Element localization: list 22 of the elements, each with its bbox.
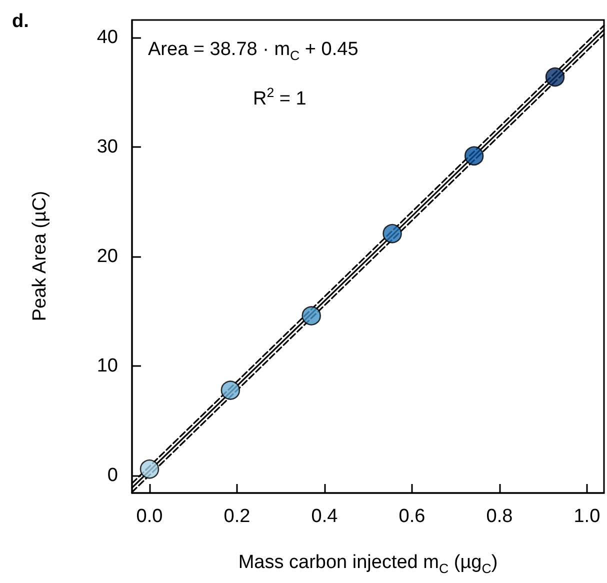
- y-axis-title: Peak Area (µC): [30, 190, 50, 322]
- text: d.: [12, 11, 29, 32]
- y-tick-label: 0: [107, 465, 118, 486]
- x-tick-label: 0.6: [398, 506, 426, 527]
- x-tick-label: 0.2: [224, 506, 250, 527]
- point: [545, 67, 565, 87]
- x-tick-label: 1.0: [574, 506, 600, 527]
- point: [382, 224, 402, 244]
- point: [220, 380, 240, 400]
- y-tick-label: 20: [96, 246, 118, 268]
- x-tick-label: 0.8: [486, 506, 513, 527]
- point: [302, 306, 321, 326]
- y-tick-label: 30: [96, 136, 118, 158]
- point: [140, 459, 160, 479]
- x-tick-label: 0.4: [311, 506, 338, 527]
- point: [464, 146, 484, 166]
- annotation: R$^{2}$ = 1: [253, 85, 306, 110]
- x-tick-label: 0.0: [136, 506, 163, 527]
- y-tick-label: 40: [96, 27, 118, 48]
- annotation: Area = 38.78 · m$_{C}$ + 0.45: [148, 39, 358, 63]
- x-axis-title: Mass carbon injected m$_{C}$ (µg$_{C}$): [238, 552, 498, 576]
- y-tick-label: 10: [96, 356, 118, 377]
